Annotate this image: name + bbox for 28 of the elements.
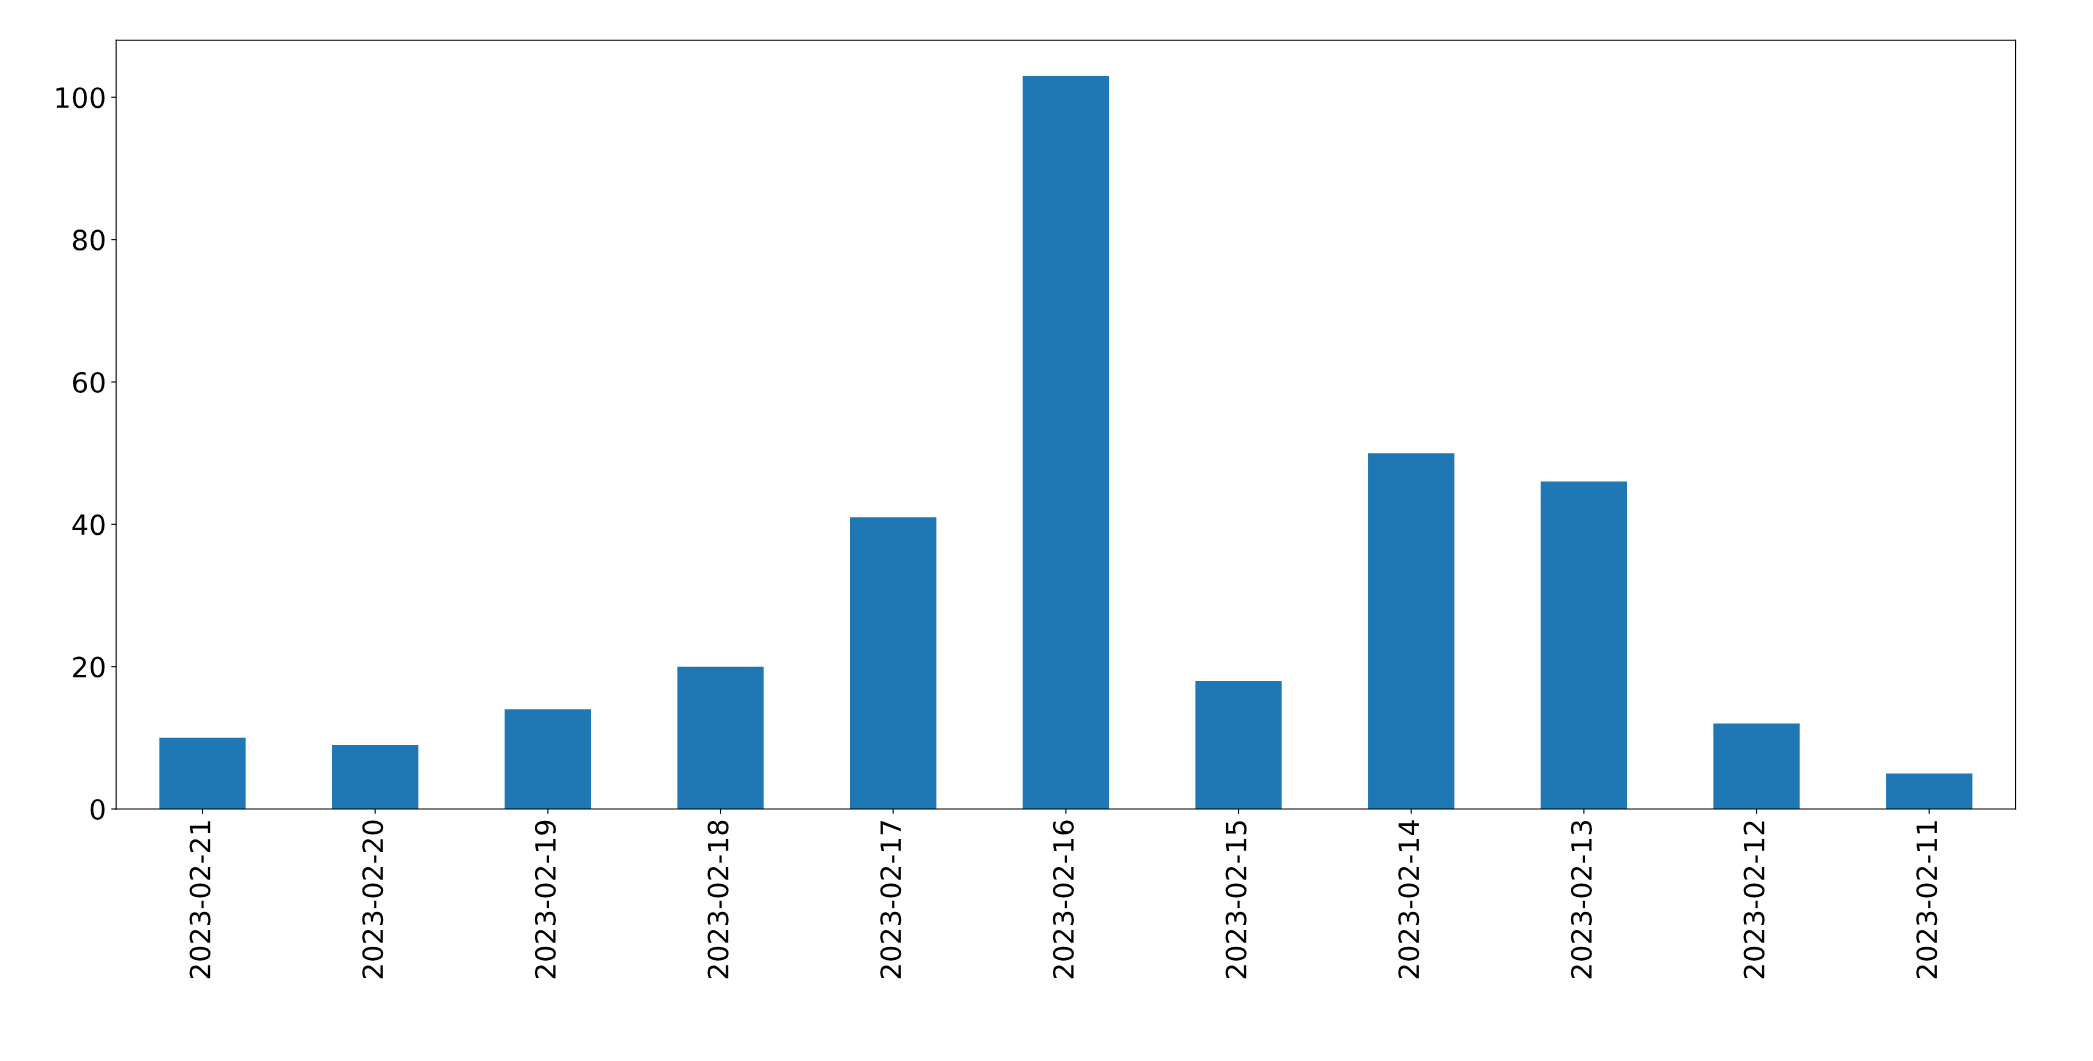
bar [1195,680,1282,810]
x-tick-label: 2023-02-15 [1225,821,1247,979]
x-tick-label: 2023-02-14 [1398,820,1420,979]
y-tick-label: 20 [73,656,105,678]
bar [850,517,937,810]
x-tick-label: 2023-02-12 [1743,821,1765,979]
bar [1713,723,1800,810]
x-tick-label: 2023-02-17 [880,821,902,979]
x-tick-label: 2023-02-21 [189,821,211,979]
y-tick-label: 60 [73,371,105,393]
bar [1368,453,1455,810]
y-tick-label: 0 [90,798,105,820]
x-tick-label: 2023-02-20 [362,820,384,979]
x-tick-label: 2023-02-18 [707,820,729,979]
bar [677,666,764,810]
bar [1886,773,1973,810]
x-tick-label: 2023-02-11 [1916,821,1938,979]
x-tick-label: 2023-02-19 [534,820,556,979]
bar [504,709,592,810]
y-tick-label: 40 [72,514,105,536]
bar [159,737,246,810]
x-tick-label: 2023-02-13 [1570,820,1592,979]
y-tick-label: 80 [72,229,105,251]
bar [1540,481,1628,810]
x-tick-label: 2023-02-16 [1052,820,1074,979]
bar [332,744,419,810]
bar [1022,75,1110,810]
y-tick-label: 100 [56,87,105,109]
